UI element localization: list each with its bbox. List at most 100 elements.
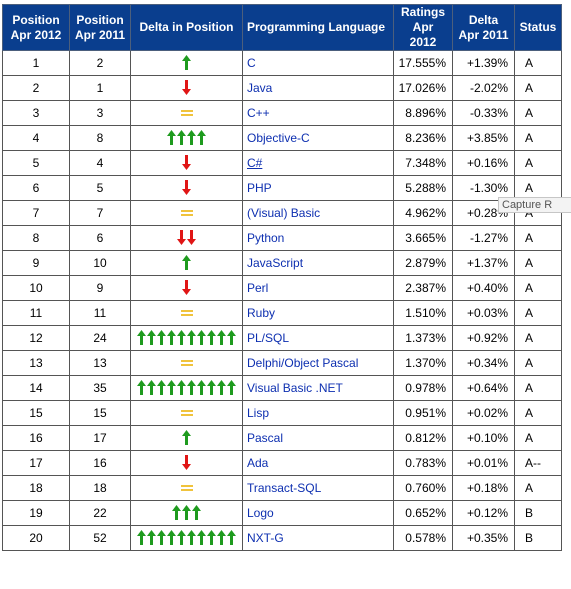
delta-rating: +1.39% [452,50,515,76]
position-2012: 18 [2,475,70,501]
up-arrow-icon [197,379,206,395]
language-link[interactable]: Delphi/Object Pascal [247,356,359,370]
up-arrow-icon [187,379,196,395]
language-cell: NXT-G [242,525,394,551]
language-link[interactable]: Python [247,231,285,245]
language-link[interactable]: C# [247,156,263,170]
rating: 0.652% [393,500,453,526]
status: A [514,50,562,76]
language-link[interactable]: Transact-SQL [247,481,322,495]
position-2012: 9 [2,250,70,276]
rating: 1.510% [393,300,453,326]
up-arrow-icon [187,529,196,545]
position-2012: 8 [2,225,70,251]
table-row: 5 4 C# 7.348% +0.16% A [2,150,562,176]
position-2011: 2 [69,50,131,76]
status: A [514,375,562,401]
language-link[interactable]: C [247,56,256,70]
delta-rating: -1.30% [452,175,515,201]
delta-rating: +0.03% [452,300,515,326]
up-arrow-icon [177,129,186,145]
status: A [514,250,562,276]
language-link[interactable]: C++ [247,106,270,120]
up-arrow-icon [217,529,226,545]
table-row: 4 8 Objective-C 8.236% +3.85% A [2,125,562,151]
unchanged-icon [180,109,193,117]
language-cell: Ruby [242,300,394,326]
down-arrow-icon [182,454,191,470]
language-link[interactable]: (Visual) Basic [247,206,321,220]
table-row: 16 17 Pascal 0.812% +0.10% A [2,425,562,451]
rating: 2.879% [393,250,453,276]
up-arrow-icon [147,379,156,395]
delta-rating: -0.33% [452,100,515,126]
unchanged-icon [180,209,193,217]
language-link[interactable]: Ruby [247,306,276,320]
rating: 0.760% [393,475,453,501]
language-link[interactable]: Perl [247,281,269,295]
rating: 5.288% [393,175,453,201]
status: A [514,100,562,126]
rating: 8.236% [393,125,453,151]
delta-position [130,450,243,476]
language-link[interactable]: Lisp [247,406,270,420]
delta-rating: +0.01% [452,450,515,476]
col-language: Programming Language [242,4,394,51]
delta-position [130,75,243,101]
delta-rating: -2.02% [452,75,515,101]
delta-position [130,350,243,376]
language-link[interactable]: Pascal [247,431,284,445]
delta-rating: +3.85% [452,125,515,151]
delta-rating: +0.92% [452,325,515,351]
position-2012: 12 [2,325,70,351]
language-cell: Ada [242,450,394,476]
status: A-- [514,450,562,476]
language-cell: C [242,50,394,76]
language-cell: Objective-C [242,125,394,151]
up-arrow-icon [182,504,191,520]
status: A [514,325,562,351]
table-row: 9 10 JavaScript 2.879% +1.37% A [2,250,562,276]
up-arrow-icon [182,429,191,445]
table-row: 13 13 Delphi/Object Pascal 1.370% +0.34% A [2,350,562,376]
col-delta-position: Delta in Position [130,4,243,51]
position-2011: 13 [69,350,131,376]
status: A [514,300,562,326]
table-header-row: Position Apr 2012 Position Apr 2011 Delta … [2,4,562,51]
delta-position [130,300,243,326]
language-link[interactable]: Ada [247,456,269,470]
down-arrow-icon [182,279,191,295]
language-link[interactable]: Logo [247,506,274,520]
position-2012: 4 [2,125,70,151]
delta-rating: +0.40% [452,275,515,301]
rating: 0.578% [393,525,453,551]
table-row: 3 3 C++ 8.896% -0.33% A [2,100,562,126]
language-link[interactable]: NXT-G [247,531,284,545]
language-link[interactable]: PHP [247,181,272,195]
language-cell: C# [242,150,394,176]
up-arrow-icon [182,254,191,270]
table-row: 7 7 (Visual) Basic 4.962% +0.28% A [2,200,562,226]
table-row: 6 5 PHP 5.288% -1.30% A [2,175,562,201]
up-arrow-icon [207,529,216,545]
delta-position [130,150,243,176]
language-cell: Pascal [242,425,394,451]
delta-rating: +0.34% [452,350,515,376]
position-2011: 4 [69,150,131,176]
position-2012: 17 [2,450,70,476]
rating: 0.978% [393,375,453,401]
table-row: 15 15 Lisp 0.951% +0.02% A [2,400,562,426]
up-arrow-icon [177,379,186,395]
delta-rating: +0.18% [452,475,515,501]
up-arrow-icon [217,329,226,345]
delta-rating: +0.02% [452,400,515,426]
language-link[interactable]: Java [247,81,273,95]
language-link[interactable]: PL/SQL [247,331,290,345]
language-link[interactable]: JavaScript [247,256,304,270]
up-arrow-icon [157,379,166,395]
rating: 0.951% [393,400,453,426]
status: A [514,150,562,176]
language-link[interactable]: Objective-C [247,131,310,145]
position-2011: 15 [69,400,131,426]
language-link[interactable]: Visual Basic .NET [247,381,343,395]
